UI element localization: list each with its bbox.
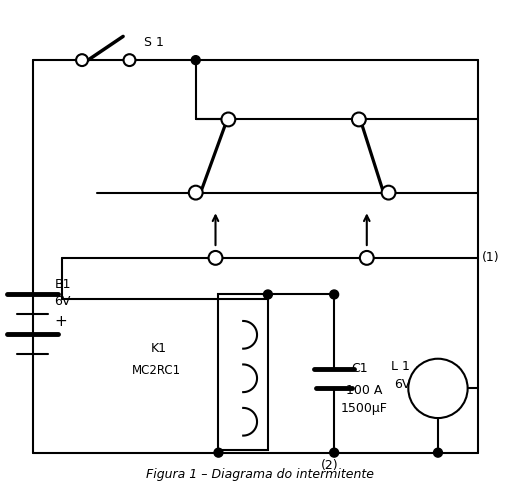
- Circle shape: [264, 290, 272, 299]
- Text: MC2RC1: MC2RC1: [132, 364, 180, 377]
- Circle shape: [352, 113, 366, 126]
- Text: L 1: L 1: [391, 360, 409, 373]
- Text: +: +: [54, 314, 67, 329]
- Circle shape: [214, 448, 223, 457]
- Circle shape: [191, 56, 200, 65]
- Circle shape: [124, 54, 135, 66]
- Circle shape: [189, 186, 203, 200]
- Circle shape: [330, 290, 339, 299]
- Circle shape: [382, 186, 395, 200]
- Circle shape: [408, 359, 467, 418]
- Text: S 1: S 1: [145, 36, 164, 49]
- Circle shape: [209, 251, 223, 265]
- Text: 6V: 6V: [54, 295, 71, 308]
- Circle shape: [434, 448, 443, 457]
- Text: (2): (2): [320, 459, 338, 472]
- Text: C1: C1: [351, 362, 368, 375]
- Circle shape: [330, 448, 339, 457]
- Text: 6V: 6V: [395, 378, 411, 391]
- Circle shape: [222, 113, 235, 126]
- Bar: [218, 294, 268, 450]
- Text: K1: K1: [151, 342, 167, 355]
- Text: B1: B1: [54, 278, 71, 291]
- Text: Figura 1 – Diagrama do intermitente: Figura 1 – Diagrama do intermitente: [146, 468, 374, 481]
- Text: (1): (1): [482, 251, 499, 264]
- Circle shape: [76, 54, 88, 66]
- Text: 100 A: 100 A: [346, 384, 382, 397]
- Circle shape: [360, 251, 374, 265]
- Text: 1500μF: 1500μF: [341, 402, 388, 414]
